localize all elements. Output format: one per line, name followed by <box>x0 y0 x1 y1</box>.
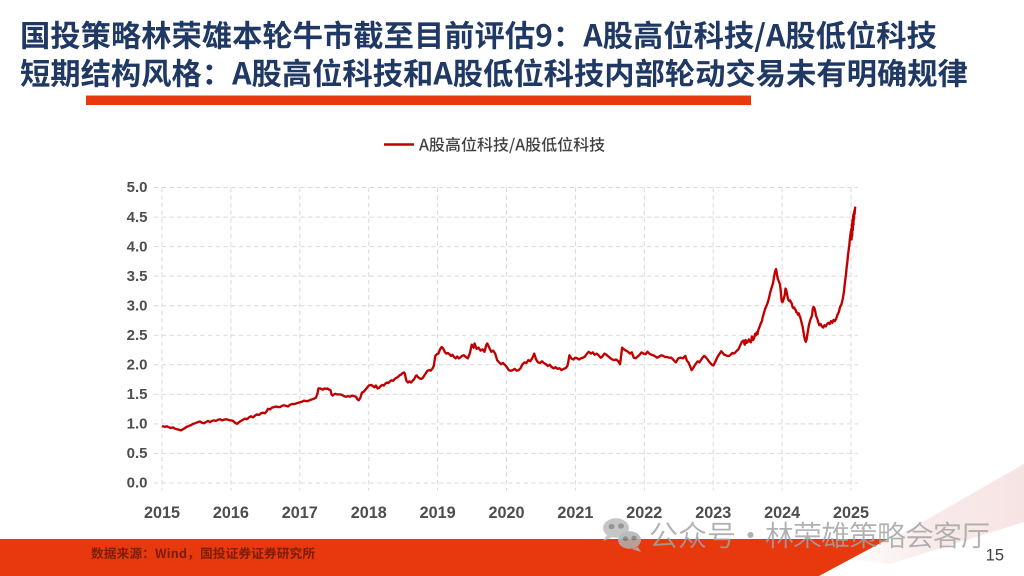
svg-text:2.0: 2.0 <box>127 357 148 374</box>
svg-text:2016: 2016 <box>213 504 249 522</box>
svg-text:2019: 2019 <box>420 504 456 522</box>
svg-text:2020: 2020 <box>488 504 524 522</box>
svg-text:3.5: 3.5 <box>127 268 148 285</box>
svg-text:2022: 2022 <box>626 504 662 522</box>
svg-text:2025: 2025 <box>833 504 869 522</box>
svg-text:2.5: 2.5 <box>127 327 148 344</box>
svg-text:1.0: 1.0 <box>127 416 148 433</box>
svg-text:2021: 2021 <box>557 504 593 522</box>
svg-text:3.0: 3.0 <box>127 297 148 314</box>
svg-text:0.5: 0.5 <box>127 445 148 462</box>
svg-text:2015: 2015 <box>144 504 180 522</box>
svg-text:4.5: 4.5 <box>127 209 148 226</box>
svg-text:0.0: 0.0 <box>127 475 148 492</box>
svg-text:15: 15 <box>986 547 1004 565</box>
svg-text:5.0: 5.0 <box>127 179 148 196</box>
svg-text:1.5: 1.5 <box>127 386 148 403</box>
svg-text:2024: 2024 <box>764 504 800 522</box>
svg-text:2023: 2023 <box>695 504 731 522</box>
svg-text:2018: 2018 <box>351 504 387 522</box>
svg-text:2017: 2017 <box>282 504 318 522</box>
svg-text:4.0: 4.0 <box>127 238 148 255</box>
